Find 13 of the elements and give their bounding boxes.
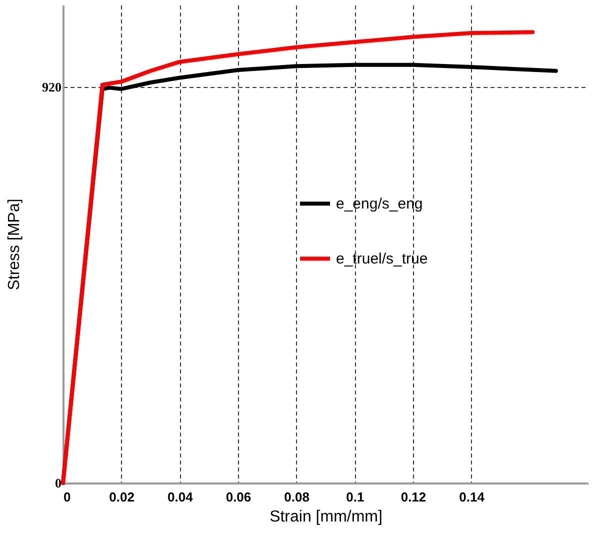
x-tick-label: 0.06 (226, 490, 252, 504)
x-axis-title: Strain [mm/mm] (270, 508, 382, 526)
y-axis-title: Stress [MPa] (6, 198, 23, 290)
x-tick-label: 0.02 (109, 490, 134, 504)
x-tick-label: 0.08 (284, 490, 310, 504)
y-tick-label: 920 (42, 79, 62, 94)
x-tick-label: 0.14 (459, 490, 486, 504)
x-tick-label: 0.1 (346, 490, 364, 504)
x-tick-label: 0.12 (400, 490, 426, 504)
legend-label: e_eng/s_eng (336, 196, 423, 213)
x-tick-label: 0.04 (168, 490, 194, 504)
legend-label: e_truel/s_true (336, 250, 428, 268)
x-tick-label: 0 (64, 490, 71, 504)
